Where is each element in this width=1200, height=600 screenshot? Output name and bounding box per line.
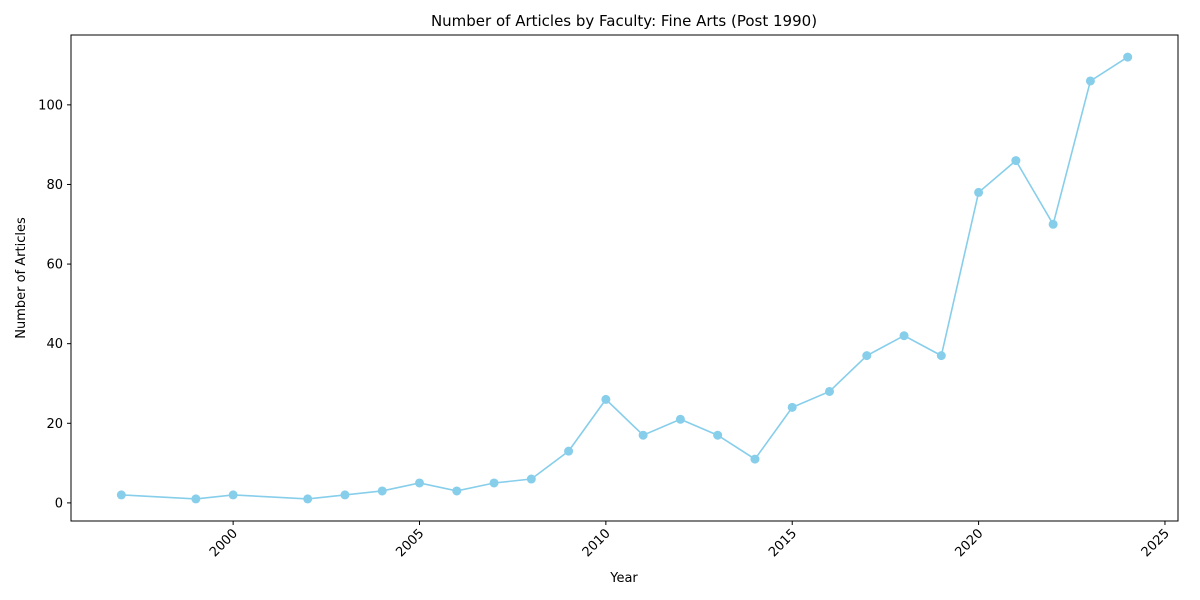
data-point (936, 351, 946, 361)
data-point (974, 187, 984, 197)
x-tick-label: 2015 (766, 526, 800, 560)
x-axis: 2000 2005 2010 2015 2020 2025 (207, 521, 1173, 560)
data-point (1085, 76, 1095, 86)
y-tick-label: 80 (46, 178, 63, 193)
x-tick-label: 2010 (580, 526, 614, 560)
data-point (303, 494, 313, 504)
y-tick-label: 60 (46, 258, 63, 273)
x-tick-label: 2000 (207, 526, 241, 560)
data-point (787, 402, 797, 412)
data-point (825, 386, 834, 396)
data-point (228, 490, 238, 500)
data-point (452, 486, 462, 496)
data-point (675, 414, 685, 424)
y-tick-label: 20 (46, 417, 63, 432)
data-point (1123, 52, 1133, 62)
x-axis-label: Year (609, 571, 638, 586)
y-tick-label: 100 (38, 98, 63, 113)
data-point (564, 446, 574, 456)
data-point (601, 394, 611, 404)
y-axis: 0 20 40 60 80 100 (38, 98, 71, 511)
data-point (750, 454, 760, 464)
x-tick-label: 2020 (952, 526, 986, 560)
series-line (121, 56, 1129, 500)
data-point (713, 430, 723, 440)
y-axis-label: Number of Articles (14, 217, 29, 339)
data-point (899, 331, 909, 341)
y-tick-label: 40 (46, 337, 63, 352)
data-point (638, 430, 648, 440)
plot-frame (70, 34, 1179, 522)
data-point (191, 494, 201, 504)
data-point (116, 490, 126, 500)
data-point (1048, 219, 1058, 229)
data-point (415, 478, 424, 488)
y-tick-label: 0 (55, 496, 63, 511)
data-point (340, 490, 350, 500)
data-point (489, 478, 499, 488)
data-point (1011, 156, 1021, 166)
chart-title: Number of Articles by Faculty: Fine Arts… (431, 12, 817, 30)
data-point (862, 351, 872, 361)
data-point (526, 474, 536, 484)
x-tick-label: 2025 (1139, 526, 1173, 560)
x-tick-label: 2005 (393, 526, 427, 560)
data-point (377, 486, 387, 496)
plot-area (70, 34, 1179, 522)
